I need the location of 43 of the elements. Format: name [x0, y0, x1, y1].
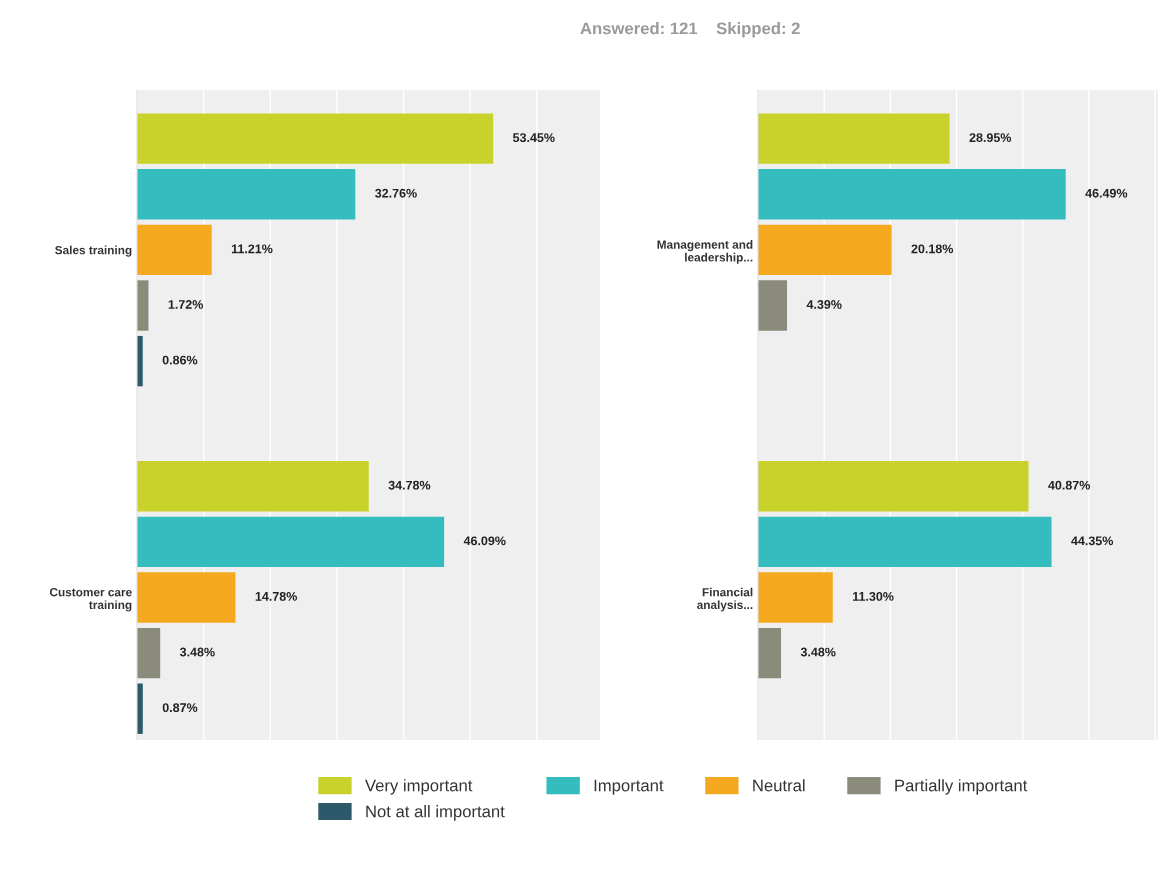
data-label: 46.49% — [1085, 188, 1128, 198]
data-label: 20.18% — [911, 244, 954, 254]
bar — [758, 572, 833, 623]
data-label: 0.87% — [162, 703, 198, 713]
bar — [758, 224, 892, 276]
data-label: 11.30% — [853, 591, 894, 601]
legend-label: Partially important — [895, 779, 1028, 795]
legend-label: Important — [594, 779, 664, 795]
bar — [137, 169, 356, 220]
bar — [137, 572, 236, 623]
data-label: 3.48% — [179, 647, 215, 657]
y-tick-label: Financial analysis... — [697, 587, 753, 612]
bar — [758, 461, 1029, 512]
bar — [137, 113, 494, 164]
data-label: 3.48% — [800, 647, 836, 657]
data-label: 40.87% — [1048, 480, 1091, 490]
data-label: 4.39% — [806, 300, 842, 309]
bar — [137, 224, 212, 276]
y-tick-label: Management and leadership... — [657, 240, 753, 264]
bar — [137, 516, 445, 568]
bar — [758, 627, 782, 679]
bar — [758, 516, 1052, 568]
data-label: 1.72% — [168, 300, 204, 309]
legend-label: Very important — [365, 779, 473, 795]
bar — [137, 461, 369, 512]
bar — [758, 280, 788, 331]
data-label: 44.35% — [1071, 536, 1114, 546]
bar — [758, 113, 950, 164]
data-label: 14.78% — [255, 591, 297, 601]
data-label: 0.86% — [162, 355, 198, 365]
data-label: 34.78% — [388, 480, 431, 490]
chart-title: Answered: 121 Skipped: 2 — [580, 22, 800, 38]
data-label: 53.45% — [512, 133, 555, 143]
data-label: 28.95% — [969, 133, 1012, 143]
data-label: 11.21% — [231, 244, 273, 254]
bar — [137, 627, 161, 679]
bar — [758, 169, 1066, 220]
y-tick-label: Customer care training — [49, 588, 132, 612]
data-label: 32.76% — [375, 188, 417, 198]
legend-label: Neutral — [753, 779, 805, 792]
data-label: 46.09% — [463, 536, 506, 546]
legend-label: Not at all important — [366, 805, 505, 821]
y-tick-label: Sales training — [55, 245, 132, 257]
